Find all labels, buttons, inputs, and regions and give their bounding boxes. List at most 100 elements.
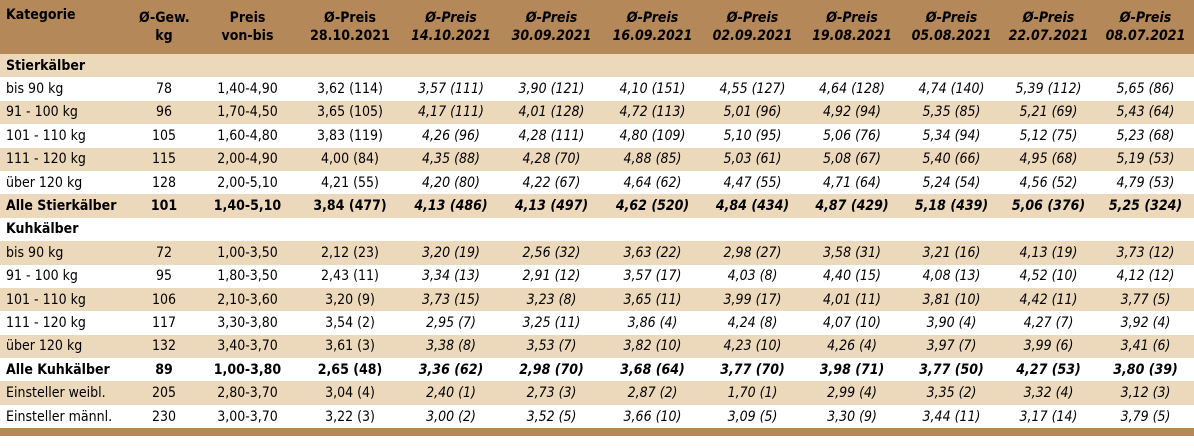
table-cell: 3,35 (2) <box>903 381 1000 405</box>
table-cell: 128 <box>133 170 195 195</box>
table-cell: 3,98 (71) <box>801 358 903 382</box>
table-cell: 4,64 (62) <box>601 170 704 195</box>
header-row: Kategorie Ø-Gew. kg Preis von-bis Ø-Preis 28.1… <box>0 0 1194 54</box>
header-col-2: Preis von-bis <box>195 0 300 54</box>
table-cell: 3,36 (62) <box>400 358 502 382</box>
header-line1: Ø-Preis <box>525 10 578 26</box>
table-cell: 3,77 (70) <box>704 358 801 382</box>
table-cell: 5,21 (69) <box>1000 100 1097 125</box>
table-cell: 4,07 (10) <box>801 311 903 335</box>
table-cell: 1,70-4,50 <box>195 100 300 125</box>
header-line1: Ø-Preis <box>626 10 679 26</box>
table-cell: 4,56 (52) <box>1000 170 1097 195</box>
header-line2: 28.10.2021 <box>310 28 390 44</box>
table-cell: 4,21 (55) <box>300 170 400 195</box>
table-cell: 4,26 (96) <box>400 124 502 148</box>
header-col-4: Ø-Preis 14.10.2021 <box>400 0 502 54</box>
table-cell: 5,65 (86) <box>1097 77 1194 101</box>
table-cell: 4,10 (151) <box>601 77 704 101</box>
table-cell: 4,88 (85) <box>601 147 704 171</box>
row-label: 111 - 120 kg <box>0 147 133 171</box>
total-row: Alle Stierkälber 101 1,40-5,10 3,84 (477) 4,… <box>0 194 1194 218</box>
table-cell: 3,20 (9) <box>300 287 400 312</box>
table-cell: 4,35 (88) <box>400 147 502 171</box>
table-row: bis 90 kg 72 1,00-3,50 2,12 (23) 3,20 (19) 2,… <box>0 241 1194 265</box>
table-cell: 5,06 (376) <box>1000 194 1097 218</box>
table-cell: 3,63 (22) <box>601 241 704 265</box>
table-cell: 3,57 (111) <box>400 77 502 101</box>
row-label: Alle Kuhkälber <box>0 358 133 382</box>
table-cell: 1,00-3,80 <box>195 358 300 382</box>
header-col-1: Ø-Gew. kg <box>133 0 195 54</box>
header-col-10: Ø-Preis 22.07.2021 <box>1000 0 1097 54</box>
table-cell: 4,47 (55) <box>704 170 801 195</box>
table-row: 101 - 110 kg 105 1,60-4,80 3,83 (119) 4,26 (… <box>0 124 1194 148</box>
header-line2: 22.07.2021 <box>1008 28 1089 44</box>
header-line1: Ø-Preis <box>826 10 878 26</box>
table-cell: 3,17 (14) <box>1000 404 1097 429</box>
table-cell: 2,73 (3) <box>502 381 601 405</box>
table-cell: 4,40 (15) <box>801 264 903 288</box>
footer-bar <box>0 428 1194 437</box>
table-cell: 3,97 (7) <box>903 334 1000 359</box>
table-cell: 3,21 (16) <box>903 241 1000 265</box>
table-cell: 3,40-3,70 <box>195 334 300 359</box>
header-line2: 14.10.2021 <box>411 28 491 44</box>
table-cell: 5,12 (75) <box>1000 124 1097 148</box>
table-cell: 95 <box>133 264 195 288</box>
table-row: 101 - 110 kg 106 2,10-3,60 3,20 (9) 3,73 (15… <box>0 287 1194 312</box>
table-cell: 4,23 (10) <box>704 334 801 359</box>
table-cell: 3,82 (10) <box>601 334 704 359</box>
table-cell: 115 <box>133 147 195 171</box>
table-cell: 4,80 (109) <box>601 124 704 148</box>
row-label: 101 - 110 kg <box>0 287 133 312</box>
table-row: über 120 kg 132 3,40-3,70 3,61 (3) 3,38 (8) 3… <box>0 334 1194 359</box>
header-line1: Preis <box>229 10 266 26</box>
table-cell: 4,95 (68) <box>1000 147 1097 171</box>
table-cell: 101 <box>133 194 195 218</box>
table-cell: 3,65 (11) <box>601 287 704 312</box>
row-label: über 120 kg <box>0 334 133 359</box>
table-cell: 5,06 (76) <box>801 124 903 148</box>
table-cell: 5,23 (68) <box>1097 124 1194 148</box>
table-cell: 4,00 (84) <box>300 147 400 171</box>
table-cell: 78 <box>133 77 195 101</box>
header-line1: Ø-Preis <box>925 10 978 26</box>
table-cell: 5,39 (112) <box>1000 77 1097 101</box>
table-cell: 3,90 (121) <box>502 77 601 101</box>
table-cell: 3,77 (5) <box>1097 287 1194 312</box>
table-cell: 3,77 (50) <box>903 358 1000 382</box>
table-cell: 3,25 (11) <box>502 311 601 335</box>
row-label: bis 90 kg <box>0 241 133 265</box>
table-cell: 4,12 (12) <box>1097 264 1194 288</box>
table-cell: 1,80-3,50 <box>195 264 300 288</box>
table-cell: 106 <box>133 287 195 312</box>
header-col-7: Ø-Preis 02.09.2021 <box>704 0 801 54</box>
header-line2: 30.09.2021 <box>511 28 592 44</box>
table-cell: 3,00-3,70 <box>195 404 300 429</box>
table-cell: 117 <box>133 311 195 335</box>
table-cell: 4,62 (520) <box>601 194 704 218</box>
table-cell: 5,01 (96) <box>704 100 801 125</box>
table-cell: 5,43 (64) <box>1097 100 1194 125</box>
table-cell: 5,18 (439) <box>903 194 1000 218</box>
header-line1: Ø-Preis <box>1022 10 1075 26</box>
table-cell: 132 <box>133 334 195 359</box>
table-cell: 4,28 (70) <box>502 147 601 171</box>
table-cell: 89 <box>133 358 195 382</box>
header-line1: Ø-Preis <box>726 10 779 26</box>
table-cell: 3,22 (3) <box>300 404 400 429</box>
table-cell: 4,64 (128) <box>801 77 903 101</box>
table-cell: 3,30-3,80 <box>195 311 300 335</box>
table-cell: 2,98 (70) <box>502 358 601 382</box>
table-cell: 4,28 (111) <box>502 124 601 148</box>
table-cell: 2,80-3,70 <box>195 381 300 405</box>
table-cell: 2,10-3,60 <box>195 287 300 312</box>
table-cell: 72 <box>133 241 195 265</box>
table-cell: 4,42 (11) <box>1000 287 1097 312</box>
table-cell: 2,43 (11) <box>300 264 400 288</box>
table-row: 111 - 120 kg 115 2,00-4,90 4,00 (84) 4,35 (8… <box>0 147 1194 171</box>
table-row: 91 - 100 kg 96 1,70-4,50 3,65 (105) 4,17 (11… <box>0 100 1194 125</box>
header-line2: kg <box>155 28 173 44</box>
table-cell: 3,12 (3) <box>1097 381 1194 405</box>
